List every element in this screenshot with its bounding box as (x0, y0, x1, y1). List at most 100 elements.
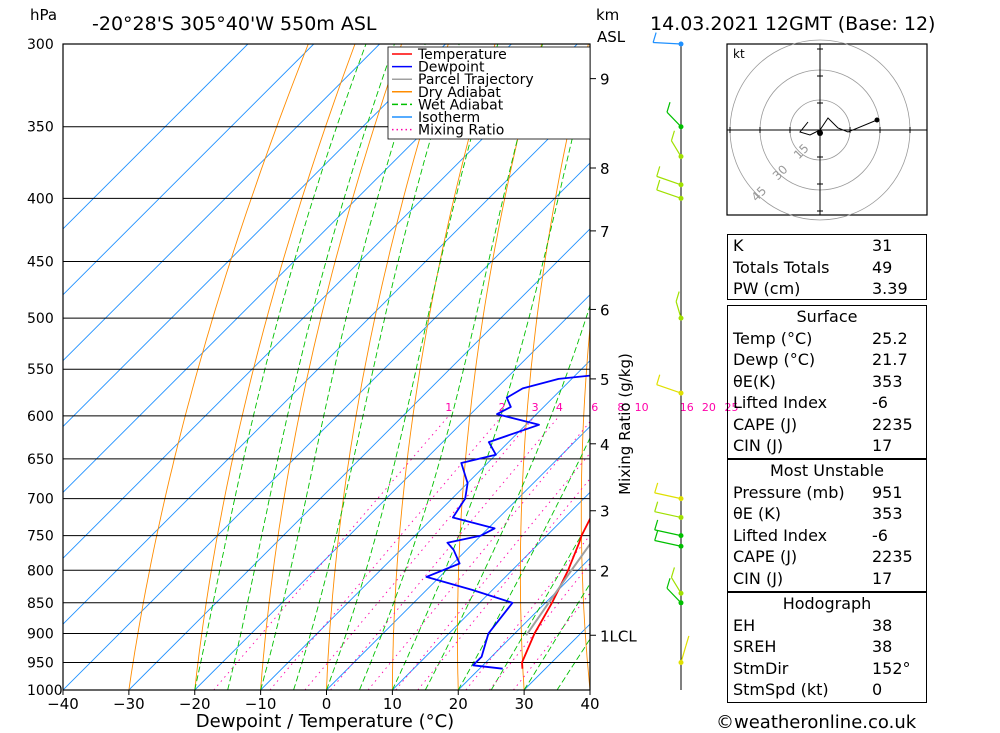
copyright: ©weatheronline.co.uk (716, 712, 917, 733)
mixing-ratio-label: 20 (702, 401, 716, 414)
isotherm-line (63, 44, 249, 230)
pressure-tick-label: 750 (27, 529, 54, 545)
wet-adiabat-line (194, 44, 367, 690)
dry-adiabat-line (128, 44, 309, 690)
table-row: CIN (J) 17 (733, 568, 893, 588)
height-tick-label: 1LCL (600, 627, 637, 645)
pressure-tick-label: 700 (27, 492, 54, 508)
wind-barb-dot (678, 154, 684, 160)
table-row: CAPE (J) 2235 (733, 547, 913, 566)
table-row: K 31 (733, 236, 893, 255)
wind-barb-flag (654, 482, 659, 494)
hpa-unit-label: hPa (30, 6, 57, 24)
wet-adiabat-line (293, 44, 460, 690)
x-tick-label: 0 (322, 695, 332, 713)
km-unit-label: km (596, 6, 619, 24)
surface-table-title: Surface (796, 307, 858, 326)
x-tick-label: −30 (113, 695, 145, 713)
wet-adiabat-line (326, 44, 499, 690)
indices-table: K 31 Totals Totals 49 PW (cm) 3.39 (727, 234, 927, 300)
wind-barb-flag (654, 501, 659, 512)
height-tick-label: 2 (600, 562, 610, 580)
legend-label: Parcel Trajectory (418, 72, 534, 88)
wind-barb (670, 577, 682, 594)
isotherm-line (194, 294, 590, 690)
height-tick-label: 7 (600, 223, 610, 241)
datetime-title: 14.03.2021 12GMT (Base: 12) (650, 13, 935, 35)
x-tick-label: 20 (449, 695, 468, 713)
dry-adiabat-line (326, 44, 449, 690)
dry-adiabat-line (260, 44, 403, 690)
surface-table: Surface Temp (°C) 25.2 Dewp (°C) 21.7 θE(K… (727, 305, 927, 459)
mixing-ratio-line (330, 415, 560, 690)
location-title: -20°28'S 305°40'W 550m ASL (92, 13, 377, 35)
wind-barb-dot (678, 41, 684, 47)
wind-barb-dot (678, 590, 684, 596)
pressure-tick-label: 650 (27, 452, 54, 468)
wind-barb-flag (654, 519, 659, 531)
dry-adiabat-line (640, 44, 682, 690)
wind-barb-flag (656, 374, 661, 385)
wind-barb-flag (670, 130, 675, 141)
wind-barb-dot (678, 195, 684, 201)
hodograph-unit-label: kt (733, 47, 745, 61)
wind-barb-dot (678, 390, 684, 396)
legend-label: Isotherm (418, 110, 480, 126)
mixing-ratio-label: 2 (499, 401, 506, 414)
pressure-tick-label: 300 (27, 37, 54, 53)
pressure-tick-label: 500 (27, 311, 54, 327)
wind-barb-dot (678, 496, 684, 502)
legend-label: Dry Adiabat (418, 85, 501, 101)
wet-adiabat-line (490, 519, 590, 690)
mixing-ratio-label: 8 (617, 401, 624, 414)
isotherm-line (63, 44, 380, 362)
mixing-ratio-label: 10 (635, 401, 649, 414)
series-dewpoint (425, 374, 590, 670)
table-row: EH 38 (733, 615, 893, 635)
isotherm-line (63, 44, 512, 494)
isotherm-line (63, 162, 590, 690)
x-axis-label: Dewpoint / Temperature (°C) (196, 711, 454, 732)
wind-barb (670, 140, 682, 157)
wind-barb (675, 301, 682, 319)
table-row: Pressure (mb) 951 (733, 482, 903, 502)
mixing-ratio-label: 6 (591, 401, 598, 414)
x-tick-label: −20 (179, 695, 211, 713)
mixing-ratio-line (269, 415, 503, 690)
isotherm-line (326, 425, 590, 690)
wet-adiabat-line (391, 63, 590, 690)
mixing-ratio-label: 16 (680, 401, 694, 414)
pressure-tick-label: 350 (27, 120, 54, 136)
wind-barb-flag (670, 567, 675, 578)
hodograph-storm-motion (799, 121, 821, 136)
wind-barb-dot (678, 600, 684, 606)
x-tick-label: −40 (47, 695, 79, 713)
wind-barb (656, 189, 682, 199)
series-parcel-trajectory (525, 542, 590, 636)
wind-barb (654, 539, 682, 547)
wind-barb-flag (685, 635, 690, 647)
table-row: Dewp (°C) 21.7 (733, 350, 908, 369)
wind-barb-dot (678, 315, 684, 321)
pressure-tick-label: 550 (27, 362, 54, 378)
isotherm-line (260, 359, 590, 690)
most-unstable-title: Most Unstable (770, 461, 884, 480)
x-tick-label: −10 (245, 695, 277, 713)
isotherm-line (457, 557, 590, 690)
isotherm-line (63, 96, 590, 625)
mixing-ratio-label: 3 (532, 401, 539, 414)
wind-barb (653, 41, 682, 45)
wind-barb-dot (678, 124, 684, 130)
wind-barb-flag (656, 179, 661, 191)
isotherm-line (63, 44, 578, 559)
legend-label: Dewpoint (418, 60, 485, 76)
legend-label: Temperature (417, 47, 507, 63)
table-row: θE(K) 353 (733, 371, 903, 391)
mixing-ratio-line (417, 478, 590, 690)
pressure-tick-label: 600 (27, 409, 54, 425)
asl-unit-label: ASL (597, 28, 626, 46)
wind-barb (656, 175, 682, 186)
